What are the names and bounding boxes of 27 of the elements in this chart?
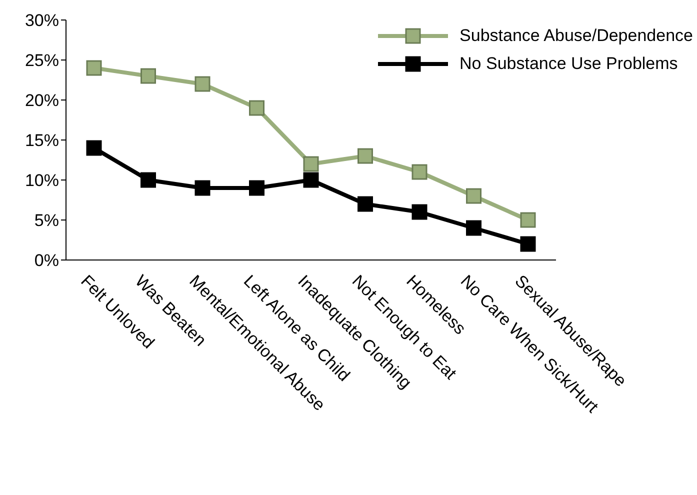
point <box>303 156 319 172</box>
y-tick-label: 20% <box>24 91 59 110</box>
point <box>358 148 373 164</box>
point <box>358 196 373 212</box>
point <box>194 76 210 92</box>
point <box>194 180 210 196</box>
legend-label: No Substance Use Problems <box>460 54 678 74</box>
point <box>303 172 319 188</box>
point <box>466 188 482 204</box>
point <box>412 164 428 180</box>
point <box>140 172 156 188</box>
point <box>140 68 156 84</box>
point <box>520 212 536 228</box>
point <box>86 140 102 156</box>
point <box>249 180 264 196</box>
point <box>249 100 264 116</box>
y-tick-label: 30% <box>24 11 59 30</box>
legend-label: Substance Abuse/Dependence <box>460 26 693 46</box>
y-tick-label: 10% <box>24 171 59 190</box>
point <box>520 236 536 252</box>
point <box>412 204 428 220</box>
point <box>86 60 102 76</box>
y-tick-label: 25% <box>24 51 59 70</box>
y-tick-label: 0% <box>34 251 59 270</box>
y-tick-label: 5% <box>34 211 59 230</box>
point <box>466 220 482 236</box>
y-tick-label: 15% <box>24 131 59 150</box>
